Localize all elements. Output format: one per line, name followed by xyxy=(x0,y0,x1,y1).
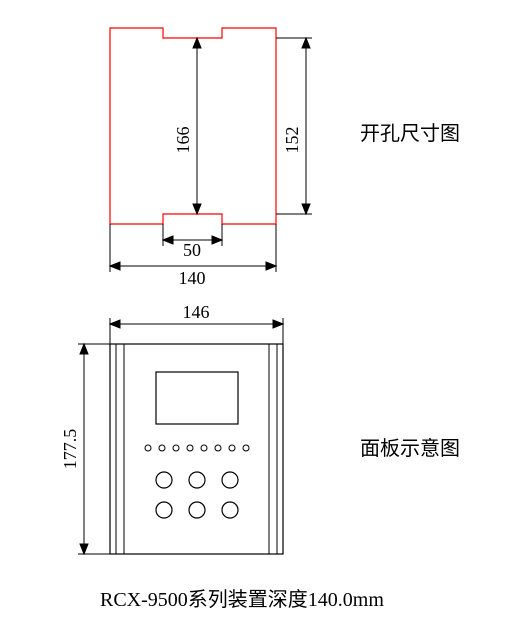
cutout-title: 开孔尺寸图 xyxy=(360,122,460,145)
panel-buttons xyxy=(156,472,238,518)
dim-side-height: 152 xyxy=(276,38,312,214)
dim-outer-width-label: 140 xyxy=(179,268,206,288)
dim-side-height-label: 152 xyxy=(282,127,302,154)
dim-notch-width-label: 50 xyxy=(183,240,201,260)
technical-drawing: 166 152 50 140 xyxy=(0,0,511,628)
panel-title: 面板示意图 xyxy=(360,437,460,460)
panel-figure: 146 177.5 面板示意图 xyxy=(60,302,460,554)
panel-screen xyxy=(156,372,238,424)
dim-notch-width: 50 xyxy=(163,224,222,260)
cutout-outline xyxy=(110,28,276,224)
dim-inner-height: 166 xyxy=(173,38,201,214)
dim-panel-width: 146 xyxy=(110,302,283,344)
dim-panel-height-label: 177.5 xyxy=(60,429,80,470)
dim-inner-height-label: 166 xyxy=(173,127,193,154)
dim-panel-width-label: 146 xyxy=(183,302,210,322)
panel-leds xyxy=(145,445,249,451)
cutout-figure: 166 152 50 140 xyxy=(110,28,460,288)
panel-outline xyxy=(110,344,283,554)
footer-text: RCX-9500系列装置深度140.0mm xyxy=(100,588,384,611)
dim-panel-height: 177.5 xyxy=(60,344,110,554)
